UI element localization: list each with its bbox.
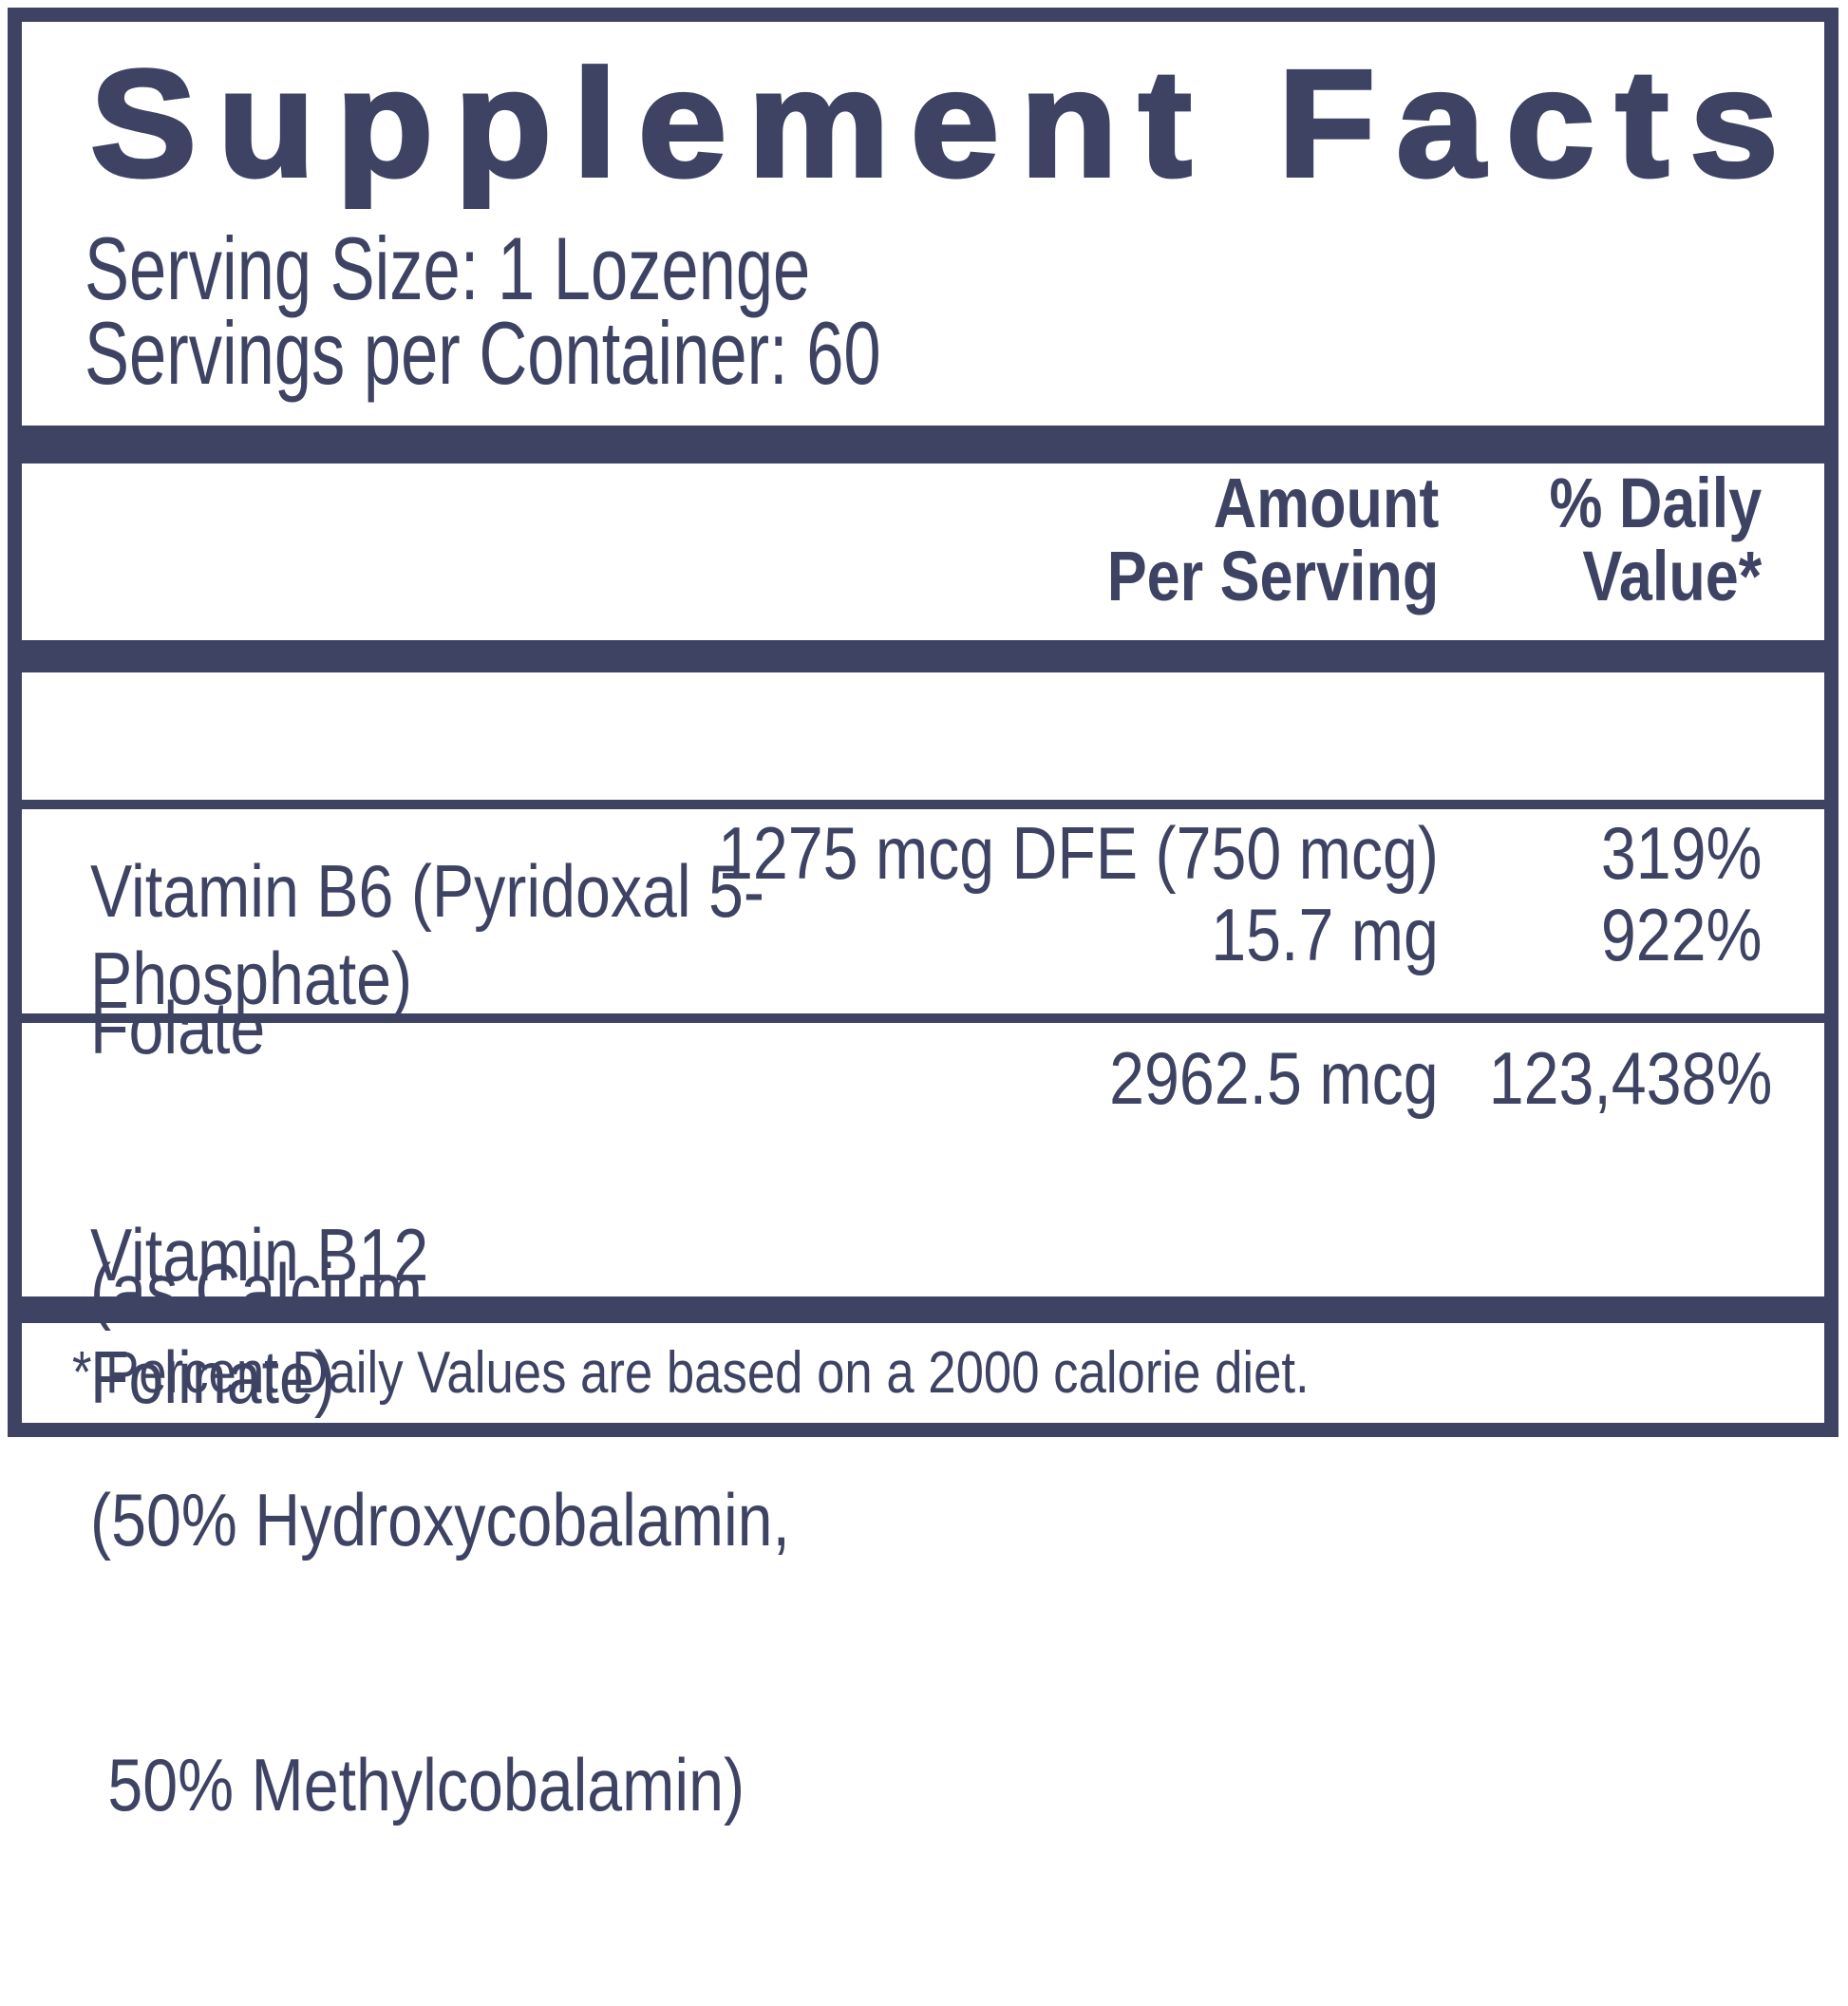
nutrient-row-folate: Folate (as Calcium Folinate) 1275 mcg DF… bbox=[22, 809, 1824, 1419]
thick-divider-bottom bbox=[22, 1296, 1824, 1323]
nutrient-amount: 1275 mcg DFE (750 mcg) bbox=[717, 811, 1439, 895]
nutrient-name-line: Vitamin B12 bbox=[90, 1213, 429, 1296]
nutrient-name-line: 50% Methylcobalamin) bbox=[90, 1743, 745, 1826]
panel-title-row: Supplement Facts bbox=[22, 38, 1824, 253]
column-header-row: Amount Per Serving % Daily Value* bbox=[22, 466, 1824, 613]
servings-per-container-text: Servings per Container: 60 bbox=[85, 303, 881, 403]
daily-value-column-header: % Daily Value* bbox=[1439, 466, 1824, 613]
nutrient-name: Vitamin B6 (Pyridoxal 5-Phosphate) bbox=[90, 672, 1171, 1197]
thin-divider-2 bbox=[22, 1013, 1824, 1023]
nutrient-amount: 15.7 mg bbox=[1211, 893, 1439, 976]
amount-column-header: Amount Per Serving bbox=[1048, 466, 1439, 613]
nutrient-amount: 2962.5 mcg bbox=[1109, 1036, 1439, 1120]
nutrient-name-line: (50% Hydroxycobalamin, bbox=[90, 1478, 790, 1561]
nutrient-name-line: Vitamin B6 (Pyridoxal 5-Phosphate) bbox=[90, 849, 764, 1020]
name-column-header-empty bbox=[90, 466, 1048, 613]
nutrient-daily-value: 123,438% bbox=[1488, 1036, 1773, 1120]
thick-divider-top bbox=[22, 426, 1824, 464]
serving-info: Serving Size: 1 Lozenge Servings per Con… bbox=[22, 218, 1824, 403]
serving-size-text: Serving Size: 1 Lozenge bbox=[85, 218, 811, 318]
nutrient-row-vitamin-b12: Vitamin B12 (50% Hydroxycobalamin, 50% M… bbox=[22, 1023, 1824, 1826]
dv-header-line1: % Daily bbox=[1549, 464, 1762, 542]
nutrient-daily-value: 922% bbox=[1600, 893, 1762, 976]
amount-header-line1: Amount bbox=[1213, 464, 1439, 542]
amount-header-line2: Per Serving bbox=[1106, 537, 1439, 615]
thick-divider-header bbox=[22, 640, 1824, 672]
nutrient-daily-value: 319% bbox=[1600, 811, 1762, 895]
daily-value-footnote: * Percent Daily Values are based on a 20… bbox=[72, 1339, 1310, 1406]
nutrient-name-line: Folate bbox=[90, 986, 266, 1069]
nutrient-row-vitamin-b6: Vitamin B6 (Pyridoxal 5-Phosphate) 15.7 … bbox=[22, 672, 1824, 1020]
supplement-facts-panel: Supplement Facts Serving Size: 1 Lozenge… bbox=[8, 8, 1839, 1826]
page-title: Supplement Facts bbox=[88, 38, 1800, 208]
nutrient-name: Vitamin B12 (50% Hydroxycobalamin, 50% M… bbox=[90, 1034, 1051, 2006]
thin-divider-1 bbox=[22, 800, 1824, 809]
dv-header-line2: Value* bbox=[1582, 537, 1762, 615]
footnote-row: * Percent Daily Values are based on a 20… bbox=[22, 1323, 1824, 1422]
